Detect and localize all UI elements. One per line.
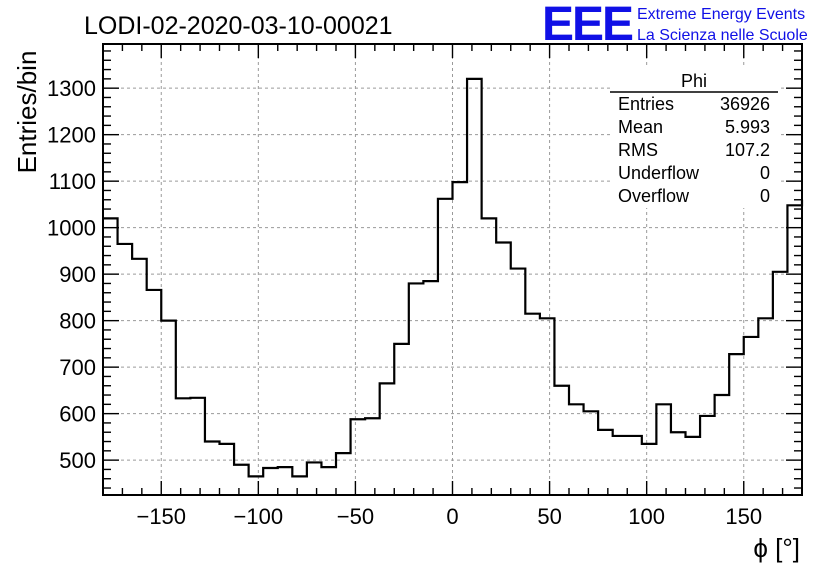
stats-row-value: 0 [760, 186, 770, 206]
y-tick-label: 1100 [49, 169, 96, 194]
y-tick-label: 1300 [47, 76, 96, 101]
axis-ticks [102, 44, 803, 495]
y-tick-label: 900 [59, 262, 96, 287]
stats-row-label: Mean [618, 117, 663, 137]
eee-logo-mark: EEE [542, 0, 633, 51]
stats-row-label: RMS [618, 140, 658, 160]
histogram-series [103, 77, 804, 478]
grid-lines [103, 44, 802, 495]
y-tick-label: 1200 [47, 123, 96, 148]
x-tick-label: −100 [234, 504, 284, 529]
stats-row-value: 36926 [720, 94, 770, 114]
tick-labels: −150 −100 −50 0 50 100 150 500 600 700 800 900 1000 1… [47, 76, 762, 529]
stats-row-value: 0 [760, 163, 770, 183]
stats-row-label: Overflow [618, 186, 690, 206]
x-tick-label: −150 [136, 504, 186, 529]
eee-logo-line2: La Scienza nelle Scuole [637, 27, 808, 44]
eee-logo: EEE Extreme Energy Events La Scienza nel… [542, 0, 808, 51]
y-tick-label: 500 [59, 448, 96, 473]
stats-box: Phi Entries 36926 Mean 5.993 RMS 107.2 Underfl… [610, 68, 780, 208]
x-tick-label: 0 [446, 504, 458, 529]
stats-row-label: Entries [618, 94, 674, 114]
y-tick-label: 700 [59, 355, 96, 380]
y-tick-label: 600 [59, 402, 96, 427]
y-axis-label: Entries/bin [12, 51, 42, 174]
y-tick-label: 1000 [47, 216, 96, 241]
stats-rows: Entries 36926 Mean 5.993 RMS 107.2 Underflow 0 O… [618, 94, 770, 206]
stats-row-value: 107.2 [725, 140, 770, 160]
x-tick-label: 50 [537, 504, 561, 529]
stats-name: Phi [681, 71, 707, 91]
stats-row-label: Underflow [618, 163, 700, 183]
y-tick-label: 800 [59, 309, 96, 334]
x-axis-label: ϕ [°] [753, 533, 800, 563]
eee-logo-line1: Extreme Energy Events [637, 6, 805, 23]
x-tick-label: 100 [628, 504, 665, 529]
x-tick-label: −50 [337, 504, 374, 529]
stats-row-value: 5.993 [725, 117, 770, 137]
x-tick-label: 150 [725, 504, 762, 529]
chart-title: LODI-02-2020-03-10-00021 [84, 12, 393, 40]
plot-frame [102, 43, 803, 496]
